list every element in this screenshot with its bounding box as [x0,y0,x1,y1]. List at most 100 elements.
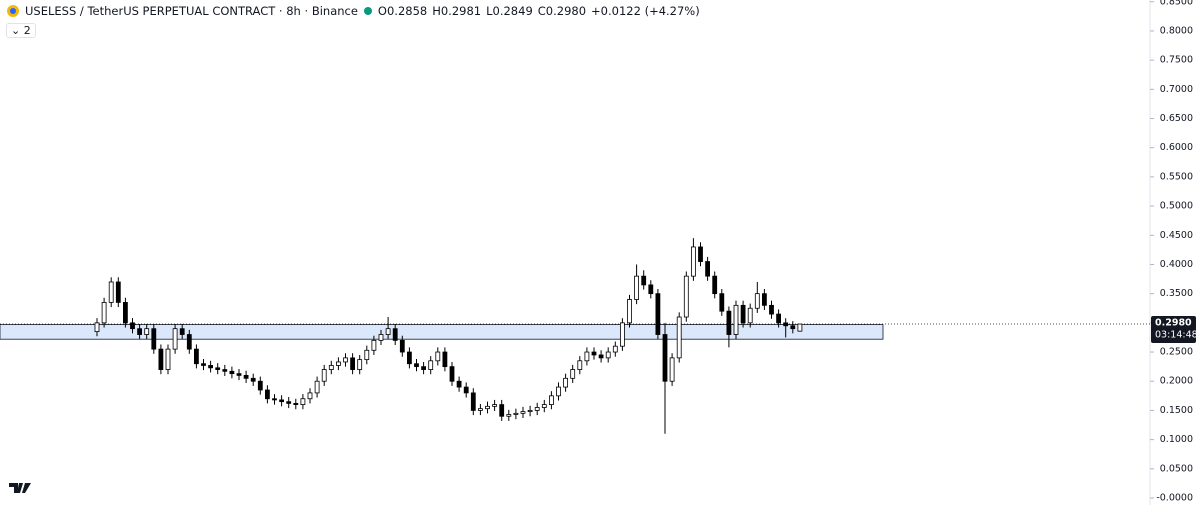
candle-body [428,360,434,370]
y-tick-label: 0.0500 [1160,463,1193,474]
y-tick-label: 0.2500 [1160,347,1193,358]
candle-body [137,328,143,335]
candle-body [371,339,377,351]
candle-body [549,395,554,405]
candle-body [648,284,654,295]
candle-body [286,401,292,404]
candle-body [243,374,249,379]
candle-body [222,369,228,372]
candle-body [94,322,100,333]
candle-body [186,334,192,350]
y-tick-label: 0.2000 [1160,376,1193,387]
candle-body [776,313,781,324]
y-tick-label: 0.6000 [1160,142,1193,153]
y-tick-label: 0.1500 [1160,405,1193,416]
status-dot [363,7,372,15]
candle-body [634,275,639,300]
tv-logo [9,483,31,493]
candle-body [762,293,767,306]
symbol-icon [7,5,19,17]
symbol-title[interactable]: USELESS / TetherUS PERPETUAL CONTRACT · … [25,4,358,18]
candle-body [584,351,590,362]
y-tick-label: 0.1000 [1160,434,1193,445]
candle-body [612,345,618,353]
indicators-toggle[interactable]: ⌄ 2 [6,23,36,38]
candle-body [406,351,412,365]
candle-body [769,304,774,315]
candle-body [591,351,597,356]
y-tick-label: 0.4000 [1160,259,1193,270]
candle-body [577,360,583,370]
ohlc-high: H0.2981 [432,4,482,18]
candle-body [151,328,157,350]
candle-body [215,367,221,370]
ohlc-open: O0.2858 [377,4,428,18]
candle-body [193,348,199,365]
last-price-label: 0.2980 [1155,318,1192,329]
candle-body [499,404,505,417]
candle-body [144,328,150,335]
candle-body [655,293,661,335]
candle-body [272,398,277,401]
y-tick-label: 0.6500 [1160,113,1193,124]
support-zone [0,324,884,340]
candle-body [328,365,334,370]
candle-body [279,399,285,403]
candle-body [598,354,604,359]
candle-body [449,366,455,382]
candle-body [527,410,533,412]
candle-body [201,363,206,366]
candle-body [726,310,732,335]
candle-body [683,275,689,318]
candle-body [257,380,263,391]
candle-body [570,369,576,379]
candle-body [669,357,675,382]
candle-body [740,304,746,324]
candle-body [513,412,519,415]
candle-body [123,302,128,324]
candle-body [705,261,710,277]
candle-body [364,349,370,361]
candle-body [115,281,121,303]
candle-body [314,380,320,394]
candle-body [250,377,256,382]
candle-body [691,246,696,277]
candle-body [321,369,327,382]
candle-body [229,370,235,375]
y-tick-label: 0.7000 [1160,84,1193,95]
header: USELESS / TetherUS PERPETUAL CONTRACT · … [6,4,700,18]
candle-body [477,408,483,411]
candle-body [541,404,547,408]
y-tick-label: 0.5500 [1160,171,1193,182]
candle-body [442,351,448,368]
candle-body [130,322,135,330]
candle-body [676,316,682,359]
candle-body [307,392,313,400]
ohlc-change: +0.0122 (+4.27%) [591,4,700,18]
candle-body [698,246,703,262]
candle-body [733,304,739,335]
y-tick-label: -0.0000 [1156,492,1193,503]
y-tick-label: 0.8000 [1160,25,1193,36]
candle-body [378,334,384,341]
candle-body [343,357,348,363]
candle-body [783,322,789,327]
candle-body [485,405,490,410]
candle-body [385,328,391,335]
candle-body [492,404,498,407]
candle-body [754,293,760,309]
y-tick-label: 0.3500 [1160,288,1193,299]
candle-body [421,366,427,370]
candle-body [627,299,632,324]
candle-body [264,389,270,400]
candle-body [435,351,441,362]
candle-body [463,386,469,394]
y-tick-label: 0.8500 [1160,0,1193,7]
indicator-count: 2 [23,24,31,37]
y-tick-label: 0.5000 [1160,201,1193,212]
candle-body [208,365,214,369]
y-tick-label: 0.7500 [1160,55,1193,66]
candle-body [620,322,625,347]
candle-body [158,348,164,370]
